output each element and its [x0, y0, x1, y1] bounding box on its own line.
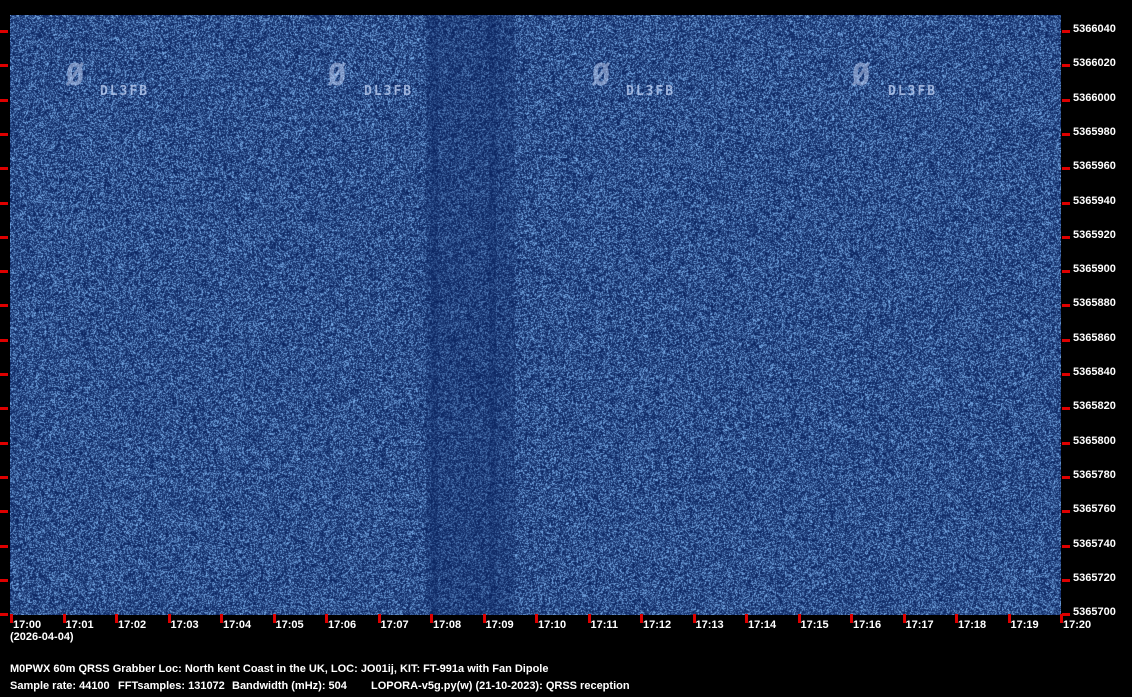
freq-label: 5365880 — [1073, 297, 1116, 309]
time-label: 17:17 — [906, 619, 934, 631]
time-label: 17:18 — [958, 619, 986, 631]
freq-tick-left — [0, 476, 8, 479]
freq-tick-left — [0, 579, 8, 582]
freq-tick — [1062, 510, 1070, 513]
time-label: 17:14 — [748, 619, 776, 631]
time-label: 17:04 — [223, 619, 251, 631]
freq-label: 5365920 — [1073, 229, 1116, 241]
signal-callsign-trace: DL3FB — [364, 85, 413, 99]
freq-label: 5365740 — [1073, 538, 1116, 550]
freq-tick-left — [0, 304, 8, 307]
software-version: LOPORA-v5g.py(w) (21-10-2023): QRSS rece… — [371, 680, 630, 692]
signal-trace-glyph: Ø — [852, 60, 870, 92]
time-label: 17:06 — [328, 619, 356, 631]
freq-label: 5365780 — [1073, 469, 1116, 481]
freq-tick-left — [0, 30, 8, 33]
time-label: 17:08 — [433, 619, 461, 631]
sample-rate: Sample rate: 44100 — [10, 680, 110, 692]
signal-trace-glyph: Ø — [66, 60, 84, 92]
freq-tick-left — [0, 545, 8, 548]
signal-callsign-trace: DL3FB — [100, 85, 149, 99]
freq-tick — [1062, 64, 1070, 67]
time-label: 17:03 — [171, 619, 199, 631]
time-label: 17:02 — [118, 619, 146, 631]
freq-label: 5365820 — [1073, 400, 1116, 412]
freq-tick — [1062, 407, 1070, 410]
time-label: 17:19 — [1011, 619, 1039, 631]
freq-label: 5365720 — [1073, 572, 1116, 584]
spectrogram-waterfall — [10, 15, 1061, 615]
freq-tick-left — [0, 442, 8, 445]
time-label: 17:07 — [381, 619, 409, 631]
freq-tick — [1062, 167, 1070, 170]
freq-tick — [1062, 476, 1070, 479]
freq-tick — [1062, 545, 1070, 548]
freq-tick-left — [0, 64, 8, 67]
freq-tick — [1062, 270, 1070, 273]
freq-label: 5366040 — [1073, 23, 1116, 35]
freq-tick — [1062, 99, 1070, 102]
time-label: 17:16 — [853, 619, 881, 631]
time-label: 17:09 — [486, 619, 514, 631]
freq-tick — [1062, 339, 1070, 342]
station-info: M0PWX 60m QRSS Grabber Loc: North kent C… — [10, 663, 548, 675]
freq-tick — [1062, 373, 1070, 376]
date-label: (2026-04-04) — [10, 631, 74, 643]
freq-label: 5365800 — [1073, 435, 1116, 447]
freq-tick-left — [0, 236, 8, 239]
freq-tick-left — [0, 339, 8, 342]
freq-tick — [1062, 30, 1070, 33]
freq-tick-left — [0, 613, 8, 616]
fft-samples: FFTsamples: 131072 — [118, 680, 225, 692]
freq-label: 5365840 — [1073, 366, 1116, 378]
freq-tick — [1062, 304, 1070, 307]
freq-tick — [1062, 579, 1070, 582]
time-label: 17:00 — [13, 619, 41, 631]
time-label: 17:12 — [643, 619, 671, 631]
freq-tick — [1062, 442, 1070, 445]
freq-tick-left — [0, 133, 8, 136]
freq-tick — [1062, 613, 1070, 616]
freq-label: 5366020 — [1073, 57, 1116, 69]
freq-label: 5365860 — [1073, 332, 1116, 344]
freq-label: 5365960 — [1073, 160, 1116, 172]
freq-tick-left — [0, 167, 8, 170]
time-label: 17:10 — [538, 619, 566, 631]
freq-tick — [1062, 236, 1070, 239]
freq-label: 5365760 — [1073, 503, 1116, 515]
freq-tick-left — [0, 407, 8, 410]
freq-tick-left — [0, 202, 8, 205]
signal-trace-glyph: Ø — [592, 60, 610, 92]
time-label: 17:15 — [801, 619, 829, 631]
time-label: 17:11 — [591, 619, 619, 631]
bandwidth: Bandwidth (mHz): 504 — [232, 680, 347, 692]
time-label: 17:01 — [66, 619, 94, 631]
freq-tick-left — [0, 510, 8, 513]
freq-tick-left — [0, 373, 8, 376]
freq-tick — [1062, 133, 1070, 136]
freq-label: 5365700 — [1073, 606, 1116, 618]
time-label: 17:13 — [696, 619, 724, 631]
freq-label: 5365980 — [1073, 126, 1116, 138]
freq-tick-left — [0, 99, 8, 102]
freq-label: 5365940 — [1073, 195, 1116, 207]
freq-tick-left — [0, 270, 8, 273]
freq-label: 5365900 — [1073, 263, 1116, 275]
signal-callsign-trace: DL3FB — [888, 85, 937, 99]
freq-label: 5366000 — [1073, 92, 1116, 104]
time-label: 17:05 — [276, 619, 304, 631]
freq-tick — [1062, 202, 1070, 205]
signal-trace-glyph: Ø — [328, 60, 346, 92]
time-label: 17:20 — [1063, 619, 1091, 631]
signal-callsign-trace: DL3FB — [626, 85, 675, 99]
